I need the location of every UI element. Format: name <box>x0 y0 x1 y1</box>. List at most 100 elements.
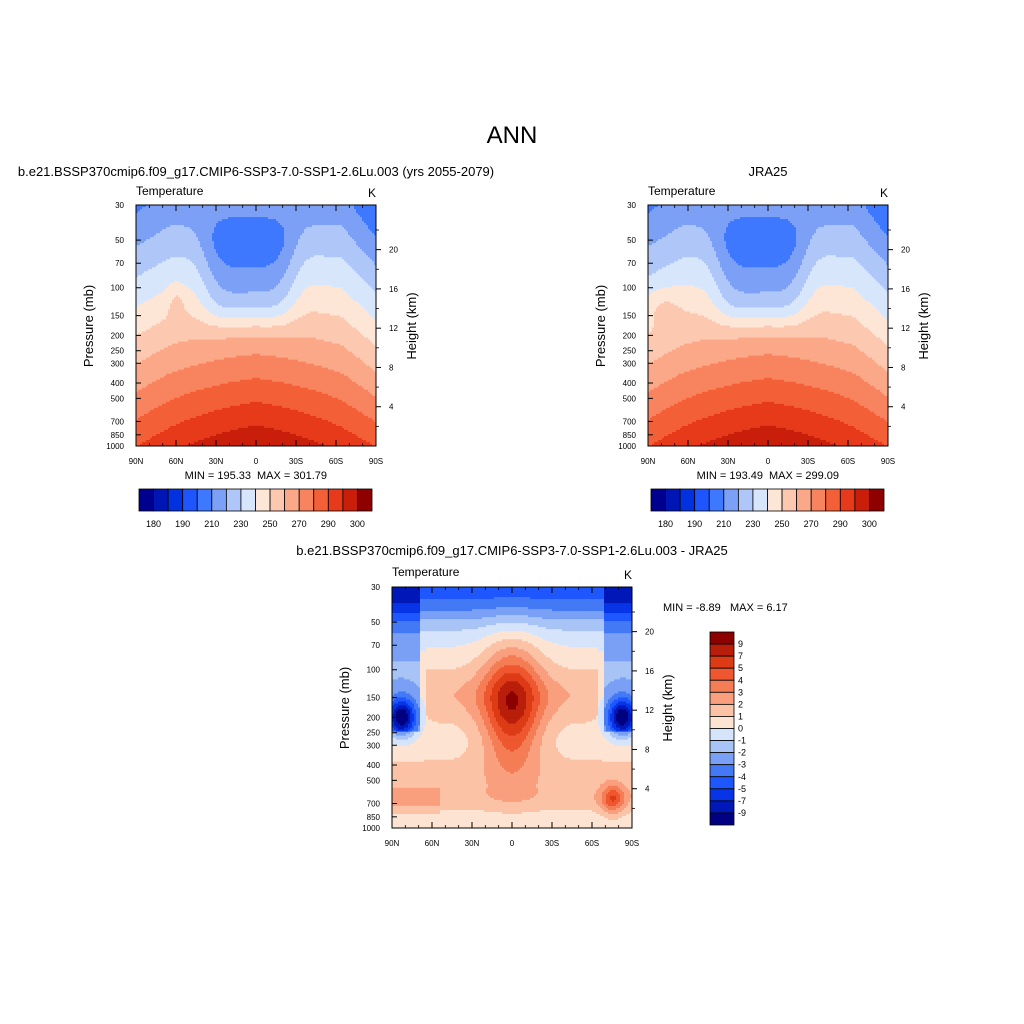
panel-difference-cell-135 <box>486 647 507 650</box>
panel-reference-cell-561 <box>864 405 889 409</box>
panel-difference-cell-1053 <box>570 757 633 761</box>
panel-difference-cell-454 <box>396 697 407 700</box>
panel-reference-cell-534 <box>648 393 697 397</box>
panel-reference-cell-28 <box>648 223 729 226</box>
panel-model-cell-198 <box>288 267 301 270</box>
panel-difference-cell-647 <box>488 711 495 715</box>
panel-difference-cell-895 <box>604 729 607 733</box>
panel-reference-min-label: MIN = 193.49 <box>697 470 763 482</box>
panel-reference-cell-191 <box>800 265 815 268</box>
panel-reference-cell-197 <box>722 267 801 270</box>
panel-difference-cell-525 <box>604 701 609 704</box>
panel-difference-cell-952 <box>396 737 409 741</box>
panel-difference-cell-1122 <box>392 787 441 791</box>
panel-reference-cell-286 <box>744 291 761 294</box>
panel-difference-cell-638 <box>396 711 407 715</box>
panel-reference-cell-134 <box>792 253 807 256</box>
panel-model-cell-476 <box>288 357 361 361</box>
panel-reference-cell-44 <box>796 227 819 230</box>
panel-difference-cell-821 <box>616 723 621 727</box>
panel-reference-cell-437 <box>676 347 859 351</box>
panel-difference-cell-779 <box>476 721 485 725</box>
panel-difference-cell-1194 <box>392 801 441 805</box>
panel-difference-cell-22 <box>604 599 633 602</box>
panel-difference-cell-271 <box>492 675 503 678</box>
panel-model-cell-163 <box>344 259 373 262</box>
panel-difference-cell-970 <box>492 739 501 743</box>
panel-difference-cell-47 <box>604 613 633 616</box>
panel-model-cell-122 <box>282 249 295 252</box>
panel-difference-colorbar-label-13: -7 <box>738 796 746 806</box>
panel-reference-cell-127 <box>728 251 793 254</box>
panel-difference-cell-376 <box>604 687 633 690</box>
panel-reference-cell-85 <box>864 237 889 240</box>
panel-difference-lat-tick-4: 30S <box>545 839 559 848</box>
panel-difference-cell-968 <box>468 739 483 743</box>
panel-difference-cell-553 <box>606 703 611 706</box>
panel-difference-cell-277 <box>598 675 605 678</box>
panel-model-cell-316 <box>198 297 213 300</box>
panel-model-cell-450 <box>374 343 377 347</box>
panel-difference-cell-269 <box>474 675 485 678</box>
panel-reference-pressure-tick-1: 50 <box>627 236 636 245</box>
panel-model-cell-591 <box>148 411 209 415</box>
panel-difference-cell-129 <box>534 645 569 648</box>
panel-reference-cell-259 <box>822 285 845 288</box>
panel-difference-cell-880 <box>412 729 419 733</box>
panel-reference-cell-78 <box>862 235 889 238</box>
panel-reference-cell-299 <box>708 295 723 298</box>
panel-difference-cell-612 <box>406 709 411 713</box>
panel-reference-cell-329 <box>790 303 807 306</box>
panel-difference-cell-1232 <box>608 811 619 815</box>
panel-model-cell-100 <box>136 243 141 246</box>
panel-difference-cell-498 <box>600 699 605 702</box>
panel-difference-cell-369 <box>500 687 525 690</box>
panel-difference-cell-398 <box>476 691 485 694</box>
panel-model-cell-90 <box>284 239 299 242</box>
panel-reference-cell-386 <box>858 319 889 322</box>
panel-difference-cell-1109 <box>622 781 633 785</box>
panel-model-cell-208 <box>136 271 145 274</box>
panel-difference-cell-1161 <box>490 795 535 799</box>
panel-difference-cell-832 <box>424 725 459 729</box>
panel-difference-cell-776 <box>420 721 427 725</box>
panel-difference-cell-615 <box>416 709 421 713</box>
panel-reference-cell-633 <box>662 437 717 441</box>
panel-difference-cell-1084 <box>518 769 541 773</box>
panel-difference-cell-1123 <box>440 787 487 791</box>
panel-model-cell-40 <box>136 227 167 230</box>
panel-model-cell-397 <box>344 317 375 320</box>
panel-model-colorbar-box-2 <box>167 488 184 512</box>
panel-reference-cell-399 <box>730 325 765 329</box>
panel-reference-cell-478 <box>648 367 697 371</box>
panel-difference-cell-55 <box>482 617 543 620</box>
panel-difference-cell-746 <box>414 719 417 723</box>
panel-reference-cell-419 <box>828 337 881 341</box>
panel-reference-cell-111 <box>808 245 871 248</box>
panel-reference-cell-238 <box>806 279 877 282</box>
panel-model-cell-660 <box>136 441 143 445</box>
panel-difference-cell-794 <box>614 721 619 725</box>
panel-model-cell-182 <box>304 263 349 266</box>
panel-difference-cell-773 <box>410 721 413 725</box>
panel-reference-cell-102 <box>712 243 727 246</box>
panel-model-cell-49 <box>162 229 193 232</box>
panel-model-cell-325 <box>200 299 215 302</box>
panel-reference-cell-224 <box>726 275 797 278</box>
panel-difference-cell-167 <box>492 655 509 658</box>
panel-difference-cell-800 <box>400 723 405 727</box>
panel-reference-cell-412 <box>872 331 889 335</box>
panel-reference-cell-460 <box>648 359 655 363</box>
panel-reference-cell-614 <box>742 429 795 433</box>
panel-model-cell-664 <box>370 441 377 445</box>
panel-difference-cell-597 <box>516 707 527 711</box>
panel-difference-cell-815 <box>548 723 571 727</box>
panel-model-cell-386 <box>166 315 193 318</box>
panel-difference-cell-272 <box>502 675 523 678</box>
panel-model-colorbar-box-9 <box>269 488 286 512</box>
panel-model-cell-555 <box>372 393 377 397</box>
panel-difference-cell-12 <box>392 595 421 598</box>
panel-model-pressure-tick-0: 30 <box>115 201 124 210</box>
panel-difference-cell-68 <box>604 623 633 626</box>
panel-model-cell-380 <box>214 313 283 316</box>
